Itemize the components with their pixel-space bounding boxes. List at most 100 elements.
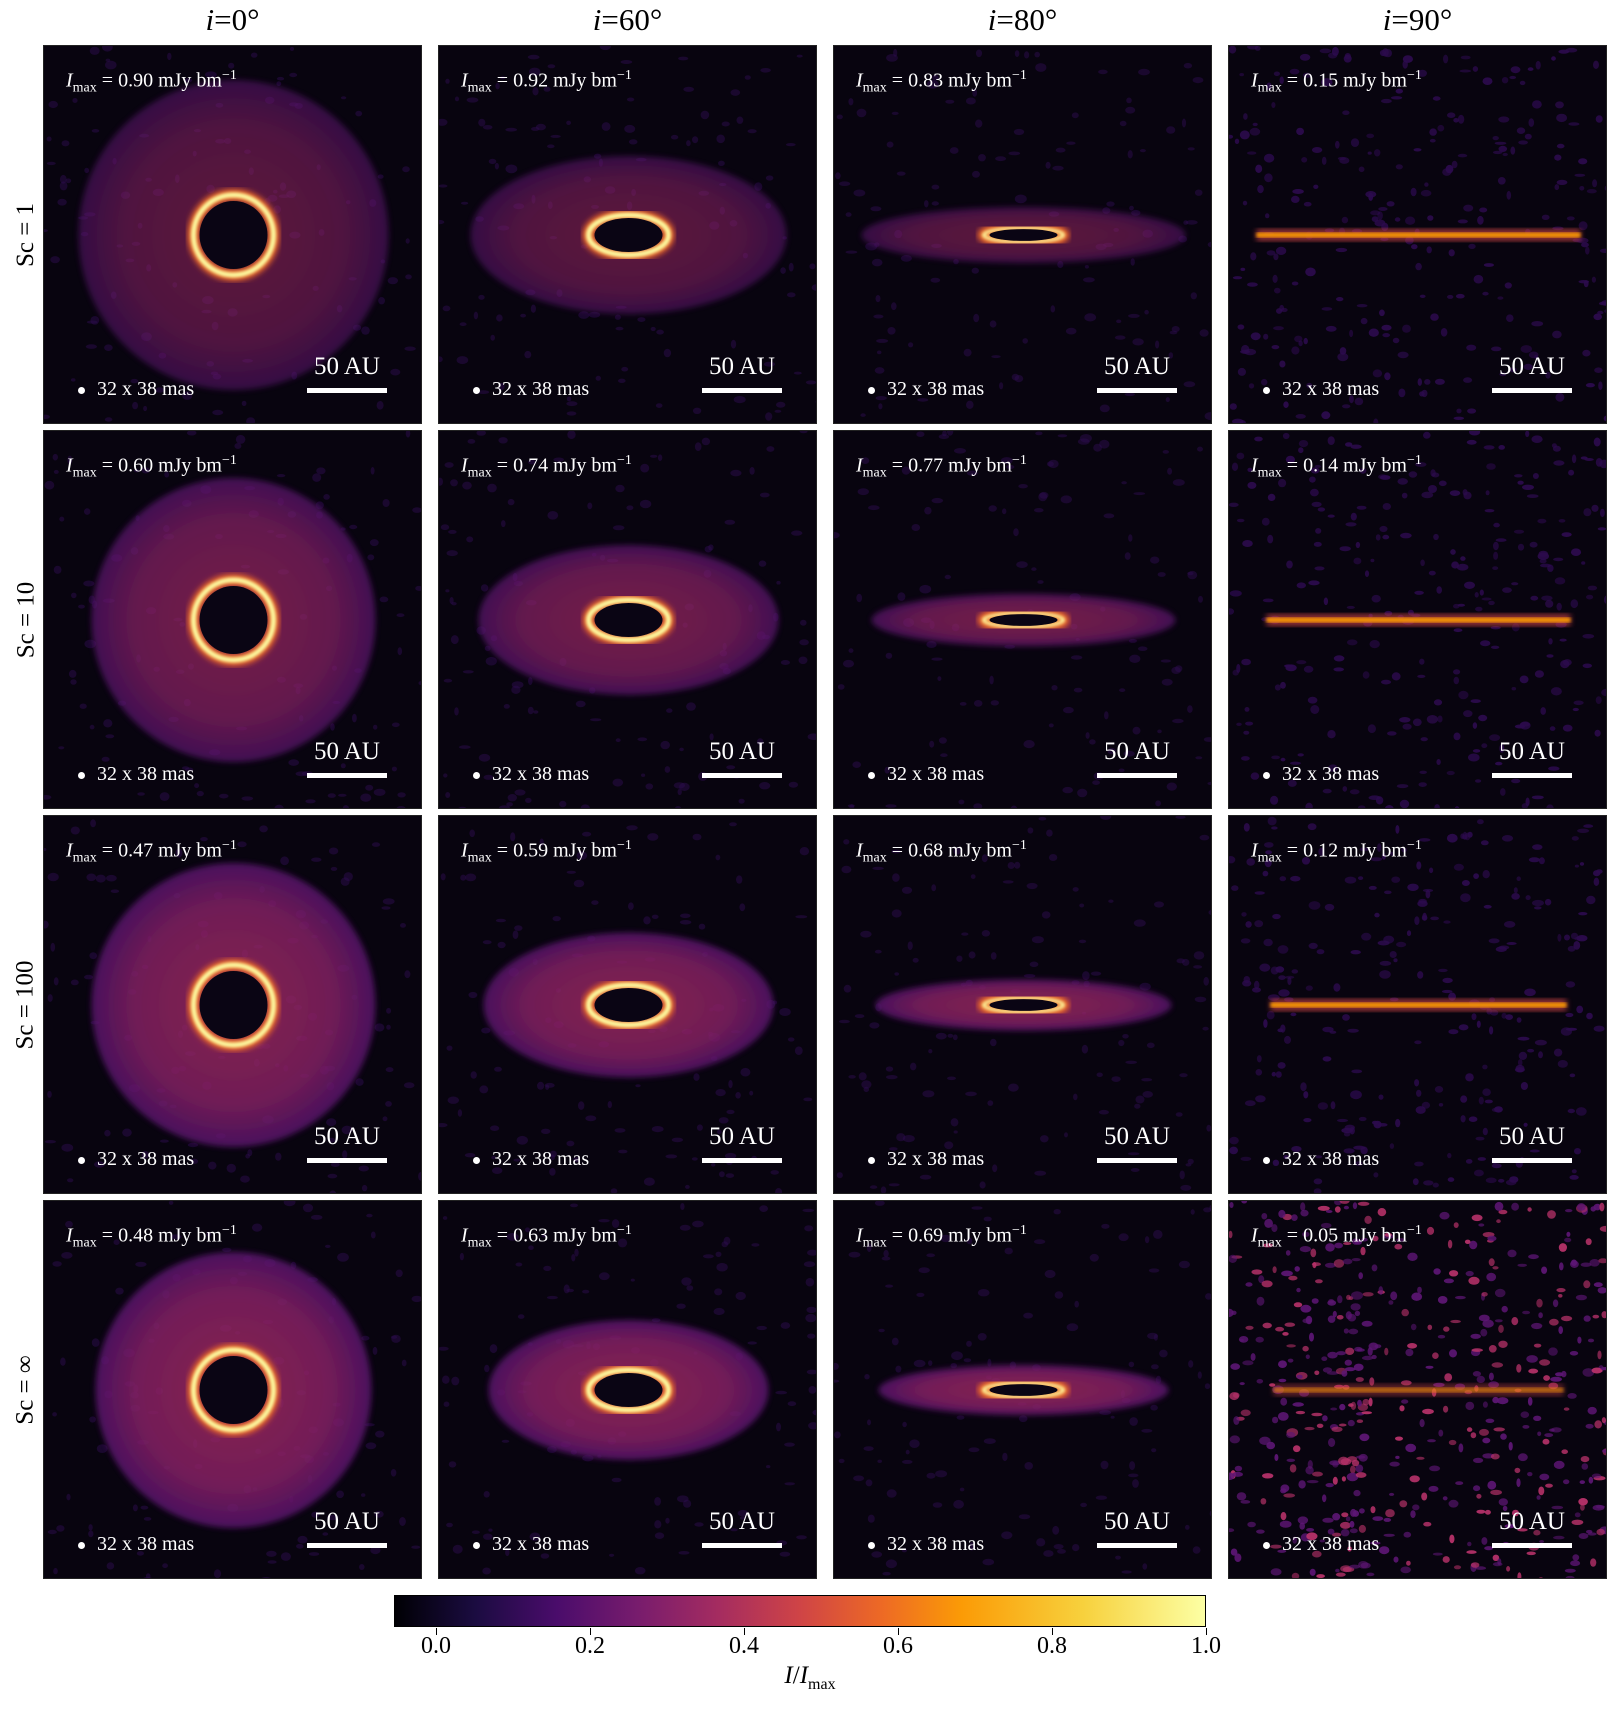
noise-speckle bbox=[1565, 981, 1576, 988]
noise-speckle bbox=[1541, 214, 1550, 220]
noise-speckle bbox=[650, 326, 656, 332]
noise-speckle bbox=[1387, 731, 1397, 736]
noise-speckle bbox=[213, 1569, 222, 1578]
noise-speckle bbox=[637, 737, 648, 742]
noise-speckle bbox=[1035, 431, 1043, 436]
noise-speckle bbox=[289, 72, 298, 78]
noise-speckle bbox=[1328, 1438, 1336, 1447]
central-cavity bbox=[989, 1384, 1058, 1396]
noise-speckle bbox=[1523, 1122, 1528, 1127]
beam-label: 32 x 38 mas bbox=[868, 1148, 984, 1171]
noise-speckle bbox=[57, 198, 67, 206]
noise-speckle bbox=[1539, 1540, 1545, 1543]
noise-speckle bbox=[418, 1172, 421, 1181]
noise-speckle bbox=[267, 1560, 277, 1564]
noise-speckle bbox=[89, 724, 95, 730]
beam-size: 32 x 38 mas bbox=[887, 763, 985, 785]
colorbar-tick-label: 0.2 bbox=[575, 1633, 605, 1659]
noise-speckle bbox=[1073, 1093, 1078, 1101]
noise-speckle bbox=[990, 1038, 997, 1047]
noise-speckle bbox=[490, 334, 495, 341]
noise-speckle bbox=[1391, 876, 1401, 883]
noise-speckle bbox=[143, 405, 148, 412]
imax-label: Imax = 0.60 mJy bm−1 bbox=[66, 453, 237, 482]
noise-speckle bbox=[1298, 447, 1304, 454]
noise-speckle bbox=[806, 1369, 816, 1375]
imax-unit: mJy bm bbox=[548, 839, 617, 862]
noise-speckle bbox=[91, 1338, 100, 1347]
noise-speckle bbox=[566, 401, 578, 407]
beam-size: 32 x 38 mas bbox=[492, 1148, 590, 1170]
noise-speckle bbox=[681, 1277, 692, 1286]
noise-speckle bbox=[1322, 1517, 1334, 1523]
noise-speckle bbox=[1303, 201, 1312, 207]
noise-speckle bbox=[891, 849, 901, 854]
noise-speckle bbox=[1262, 1473, 1274, 1479]
noise-speckle bbox=[1353, 557, 1362, 565]
noise-speckle bbox=[1332, 1461, 1339, 1468]
noise-speckle bbox=[1370, 1541, 1381, 1545]
noise-speckle bbox=[1389, 1492, 1395, 1496]
noise-speckle bbox=[1240, 349, 1251, 354]
noise-speckle bbox=[79, 703, 87, 709]
noise-speckle bbox=[1527, 1397, 1533, 1406]
noise-speckle bbox=[1279, 876, 1287, 882]
noise-speckle bbox=[739, 903, 746, 912]
noise-speckle bbox=[1515, 1064, 1525, 1073]
noise-speckle bbox=[1381, 679, 1391, 685]
noise-speckle bbox=[1300, 1209, 1309, 1217]
noise-speckle bbox=[856, 108, 867, 118]
noise-speckle bbox=[1458, 690, 1469, 700]
noise-speckle bbox=[527, 54, 540, 60]
noise-speckle bbox=[528, 677, 533, 686]
noise-speckle bbox=[1476, 1020, 1481, 1028]
noise-speckle bbox=[482, 125, 493, 130]
noise-speckle bbox=[758, 560, 767, 567]
noise-speckle bbox=[1401, 1308, 1409, 1317]
noise-speckle bbox=[726, 765, 736, 770]
noise-speckle bbox=[47, 994, 53, 1002]
noise-speckle bbox=[1570, 548, 1582, 556]
noise-speckle bbox=[1271, 102, 1276, 108]
imax-exponent: −1 bbox=[1011, 68, 1027, 83]
noise-speckle bbox=[1481, 1292, 1488, 1297]
noise-speckle bbox=[1530, 595, 1539, 601]
noise-speckle bbox=[1377, 1208, 1387, 1217]
noise-speckle bbox=[990, 952, 997, 960]
noise-speckle bbox=[1007, 862, 1015, 869]
noise-speckle bbox=[1478, 1223, 1485, 1227]
noise-speckle bbox=[775, 1188, 783, 1193]
noise-speckle bbox=[1421, 915, 1428, 921]
noise-speckle bbox=[1278, 989, 1290, 997]
noise-speckle bbox=[541, 1128, 551, 1134]
noise-speckle bbox=[963, 1358, 972, 1363]
noise-speckle bbox=[891, 302, 897, 311]
bright-ring bbox=[586, 597, 671, 643]
noise-speckle bbox=[580, 804, 590, 808]
noise-speckle bbox=[196, 790, 204, 797]
noise-speckle bbox=[747, 129, 757, 134]
noise-speckle bbox=[1037, 580, 1044, 584]
colorbar-tick bbox=[898, 1628, 899, 1635]
noise-speckle bbox=[969, 1542, 974, 1551]
noise-speckle bbox=[1381, 324, 1392, 331]
noise-speckle bbox=[1107, 747, 1116, 755]
noise-speckle bbox=[1583, 1315, 1591, 1322]
noise-speckle bbox=[618, 378, 626, 383]
noise-speckle bbox=[1185, 1524, 1190, 1530]
bright-ring bbox=[586, 982, 671, 1028]
noise-speckle bbox=[355, 110, 363, 117]
noise-speckle bbox=[1477, 215, 1484, 225]
noise-speckle bbox=[1446, 770, 1455, 776]
noise-speckle bbox=[1403, 1531, 1412, 1538]
noise-speckle bbox=[1553, 1535, 1565, 1540]
noise-speckle bbox=[1402, 723, 1412, 730]
noise-speckle bbox=[1470, 1562, 1480, 1568]
central-cavity bbox=[594, 1373, 663, 1407]
imax-value: 0.63 bbox=[513, 1224, 549, 1247]
noise-speckle bbox=[1242, 540, 1253, 547]
colorbar-label-denom: I bbox=[799, 1662, 809, 1689]
noise-speckle bbox=[740, 1067, 751, 1077]
noise-speckle bbox=[445, 792, 451, 798]
noise-speckle bbox=[1432, 1352, 1439, 1359]
